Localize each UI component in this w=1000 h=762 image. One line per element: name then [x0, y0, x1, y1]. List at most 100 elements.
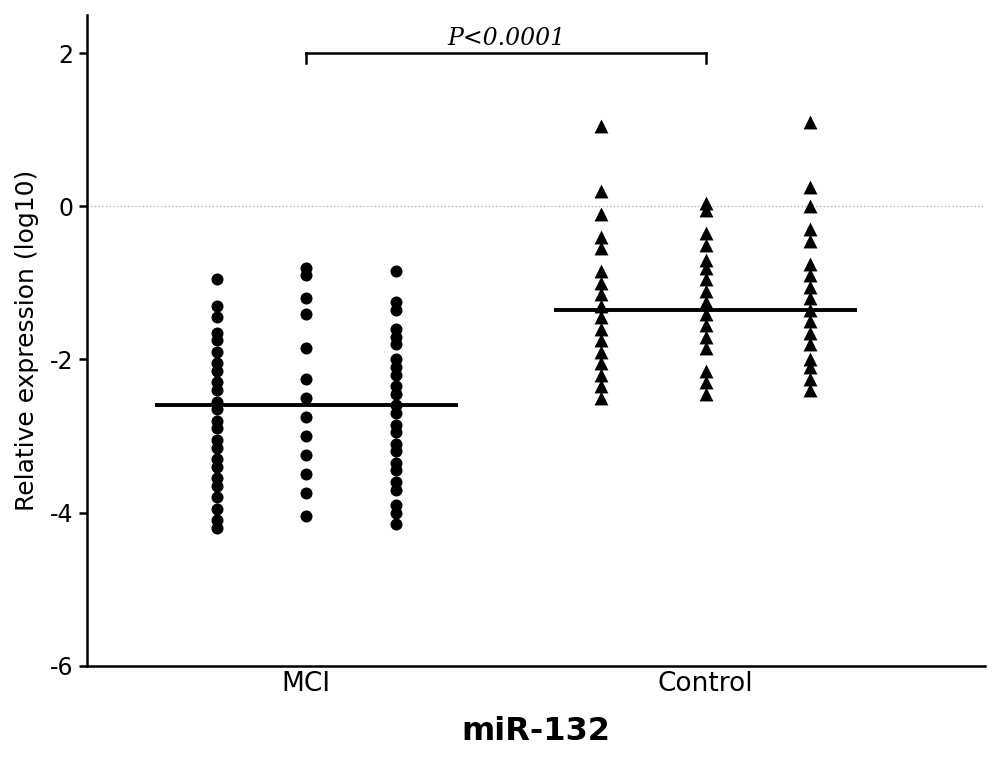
Point	[802, 354, 818, 366]
Point	[802, 116, 818, 128]
Point	[388, 296, 404, 308]
Point	[593, 185, 609, 197]
Point	[388, 331, 404, 343]
Point	[209, 365, 225, 377]
Point	[802, 258, 818, 270]
Point	[388, 303, 404, 315]
Point	[209, 472, 225, 484]
Point	[298, 488, 314, 500]
Point	[698, 197, 714, 209]
Point	[593, 231, 609, 243]
Point	[593, 369, 609, 381]
Point	[298, 269, 314, 281]
Point	[388, 426, 404, 438]
Point	[388, 361, 404, 373]
Point	[298, 468, 314, 480]
Point	[209, 376, 225, 389]
Point	[388, 507, 404, 519]
Point	[209, 441, 225, 453]
Point	[802, 200, 818, 213]
Point	[209, 522, 225, 534]
Point	[209, 357, 225, 370]
Point	[209, 273, 225, 285]
Point	[209, 434, 225, 446]
Point	[593, 299, 609, 312]
Point	[698, 227, 714, 239]
Point	[388, 518, 404, 530]
Point	[593, 357, 609, 370]
Point	[698, 284, 714, 296]
Point	[593, 312, 609, 324]
Point	[388, 369, 404, 381]
Point	[698, 261, 714, 274]
Point	[802, 280, 818, 293]
Point	[209, 312, 225, 324]
Point	[388, 484, 404, 496]
Point	[209, 384, 225, 396]
Point	[388, 323, 404, 335]
Point	[698, 331, 714, 343]
Point	[593, 242, 609, 255]
Point	[209, 480, 225, 492]
Point	[388, 265, 404, 277]
Point	[698, 342, 714, 354]
Point	[802, 181, 818, 194]
Y-axis label: Relative expression (log10): Relative expression (log10)	[15, 170, 39, 511]
Point	[802, 269, 818, 281]
Point	[388, 380, 404, 392]
Point	[388, 407, 404, 419]
Point	[593, 288, 609, 300]
Point	[298, 511, 314, 523]
Point	[298, 392, 314, 404]
Point	[298, 292, 314, 304]
Point	[698, 204, 714, 216]
X-axis label: miR-132: miR-132	[461, 716, 610, 747]
Point	[388, 445, 404, 457]
Point	[698, 296, 714, 308]
Point	[698, 239, 714, 251]
Point	[698, 254, 714, 266]
Point	[209, 453, 225, 465]
Point	[298, 307, 314, 319]
Point	[209, 299, 225, 312]
Point	[802, 327, 818, 339]
Point	[388, 476, 404, 488]
Point	[698, 388, 714, 400]
Point	[298, 342, 314, 354]
Point	[298, 430, 314, 442]
Point	[698, 376, 714, 389]
Point	[698, 319, 714, 331]
Point	[593, 380, 609, 392]
Point	[593, 323, 609, 335]
Point	[209, 460, 225, 472]
Point	[802, 292, 818, 304]
Point	[802, 223, 818, 235]
Point	[209, 403, 225, 415]
Point	[388, 354, 404, 366]
Point	[388, 338, 404, 351]
Point	[209, 346, 225, 358]
Point	[388, 499, 404, 511]
Text: P<0.0001: P<0.0001	[447, 27, 565, 50]
Point	[209, 415, 225, 427]
Point	[593, 277, 609, 289]
Point	[593, 346, 609, 358]
Point	[593, 265, 609, 277]
Point	[388, 437, 404, 450]
Point	[802, 373, 818, 385]
Point	[802, 303, 818, 315]
Point	[388, 464, 404, 476]
Point	[298, 449, 314, 461]
Point	[593, 335, 609, 347]
Point	[802, 235, 818, 247]
Point	[388, 418, 404, 431]
Point	[698, 365, 714, 377]
Point	[298, 261, 314, 274]
Point	[209, 491, 225, 504]
Point	[388, 399, 404, 411]
Point	[388, 388, 404, 400]
Point	[593, 392, 609, 404]
Point	[209, 514, 225, 527]
Point	[802, 384, 818, 396]
Point	[593, 120, 609, 132]
